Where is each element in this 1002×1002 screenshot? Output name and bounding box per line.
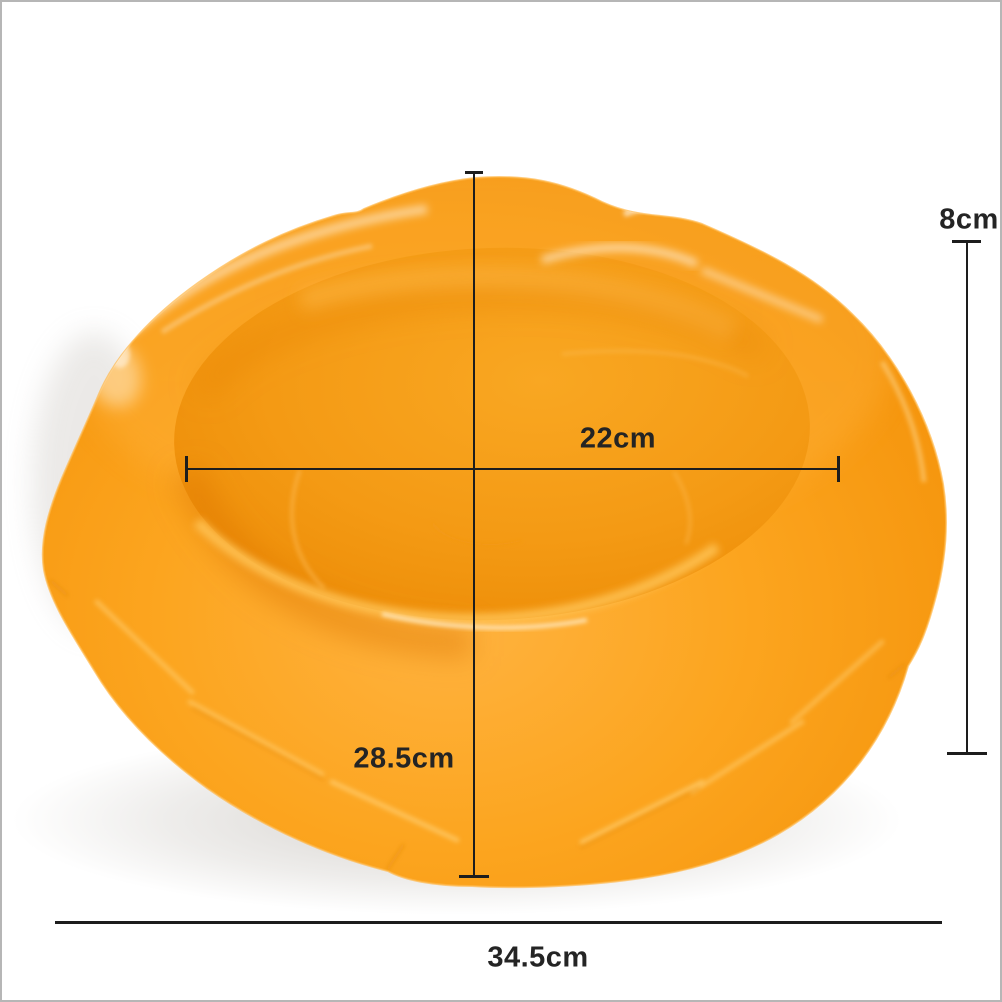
dimension-cap <box>837 456 840 482</box>
depth-dimension-label: 28.5cm <box>353 742 455 775</box>
dimension-cap <box>465 171 483 174</box>
inner-diameter-dimension-label: 22cm <box>579 422 657 455</box>
dimension-cap <box>185 456 188 482</box>
dimension-line-depth <box>473 172 475 877</box>
stadium-bowl <box>174 247 810 621</box>
dimension-cap <box>947 752 987 755</box>
dimension-cap <box>459 875 489 878</box>
outer-width-dimension-label: 34.5cm <box>487 941 589 974</box>
dimension-cap <box>952 240 981 243</box>
height-dimension-label: 8cm <box>939 203 999 236</box>
dimension-line-height <box>966 242 968 754</box>
dimension-line-outer-width <box>55 921 942 924</box>
dimension-line-inner-diameter <box>186 468 839 470</box>
